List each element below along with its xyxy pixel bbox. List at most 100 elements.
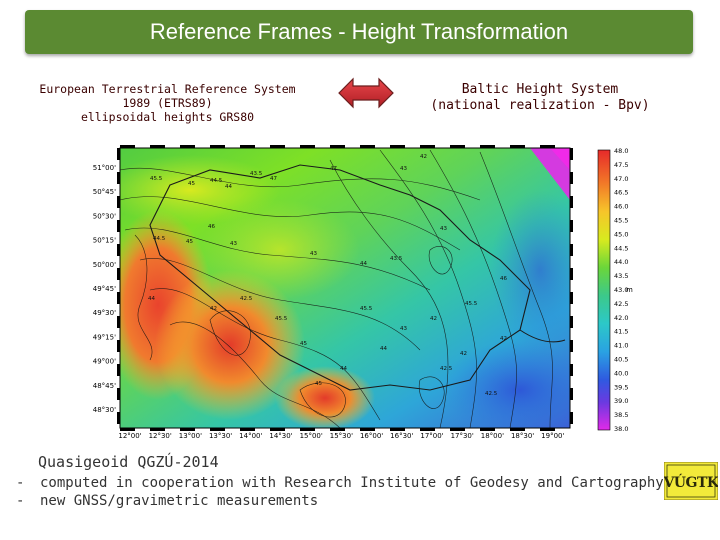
frame-tick <box>117 148 120 160</box>
longitude-label: 12°30' <box>149 432 172 440</box>
contour-label: 44 <box>380 346 387 352</box>
longitude-label: 18°00' <box>481 432 504 440</box>
contour-label: 44.5 <box>210 178 223 184</box>
frame-tick <box>570 364 573 376</box>
frame-tick <box>570 268 573 280</box>
frame-tick <box>570 388 573 400</box>
latitude-label: 50°30' <box>93 212 116 220</box>
contour-label: 43 <box>440 226 447 232</box>
bullet-dash: - <box>16 493 25 509</box>
vugtk-logo: VÚGTK <box>664 462 718 500</box>
contour-label: 44 <box>360 261 367 267</box>
bpv-caption: Baltic Height System (national realizati… <box>420 82 660 114</box>
scale-label: 39.5 <box>614 383 628 391</box>
contour-label: 43 <box>400 326 407 332</box>
contour-label: 47 <box>330 166 337 172</box>
longitude-label: 14°00' <box>239 432 262 440</box>
contour-label: 45.5 <box>360 306 373 312</box>
frame-tick <box>390 145 405 148</box>
slide-title: Reference Frames - Height Transformation <box>149 19 569 44</box>
scale-label: 46.5 <box>614 189 628 197</box>
frame-tick <box>540 428 555 431</box>
frame-tick <box>390 428 405 431</box>
frame-tick <box>210 428 225 431</box>
frame-tick <box>240 428 255 431</box>
latitude-label: 49°15' <box>93 333 116 341</box>
scale-label: 41.0 <box>614 342 628 350</box>
scale-label: 42.5 <box>614 300 628 308</box>
frame-tick <box>450 428 465 431</box>
frame-tick <box>570 316 573 328</box>
latitude-label: 48°30' <box>93 406 116 414</box>
contour-label: 42 <box>210 306 217 312</box>
longitude-label: 13°00' <box>179 432 202 440</box>
latitude-label: 51°00' <box>93 164 116 172</box>
contour-label: 44 <box>225 184 232 190</box>
etrs89-caption-line: European Terrestrial Reference System <box>39 82 296 96</box>
scale-label: 42.0 <box>614 314 628 322</box>
scale-label: 45.0 <box>614 230 628 238</box>
frame-tick <box>570 148 573 160</box>
latitude-label: 49°45' <box>93 285 116 293</box>
longitude-label: 16°30' <box>390 432 413 440</box>
frame-tick <box>570 244 573 256</box>
contour-label: 44 <box>148 296 155 302</box>
frame-tick <box>360 428 375 431</box>
frame-tick <box>570 172 573 184</box>
scale-label: 39.0 <box>614 397 628 405</box>
frame-tick <box>117 388 120 400</box>
frame-tick <box>117 316 120 328</box>
frame-tick <box>117 196 120 208</box>
frame-tick <box>270 428 285 431</box>
bullet-text: computed in cooperation with Research In… <box>40 475 664 491</box>
scale-unit: m <box>626 286 633 294</box>
latitude-label: 49°30' <box>93 309 116 317</box>
frame-tick <box>117 292 120 304</box>
contour-label: 43.5 <box>250 171 263 177</box>
frame-tick <box>210 145 225 148</box>
frame-tick <box>117 340 120 352</box>
longitude-label: 17°30' <box>451 432 474 440</box>
contour-label: 43.5 <box>390 256 403 262</box>
scale-label: 43.5 <box>614 272 628 280</box>
scale-label: 38.5 <box>614 411 628 419</box>
contour-label: 44.5 <box>153 236 166 242</box>
frame-tick <box>150 428 165 431</box>
contour-label: 43 <box>230 241 237 247</box>
frame-tick <box>480 145 495 148</box>
contour-label: 42.5 <box>240 296 253 302</box>
etrs89-caption: European Terrestrial Reference System 19… <box>20 82 315 124</box>
quasigeoid-map: 51°00' 50°45' 50°30' 50°15' 50°00' 49°45' 49°3… <box>93 145 633 440</box>
frame-tick <box>180 145 195 148</box>
scale-label: 44.0 <box>614 258 628 266</box>
frame-tick <box>300 428 315 431</box>
frame-tick <box>420 145 435 148</box>
contour-label: 45.5 <box>150 176 163 182</box>
scale-label: 47.5 <box>614 161 628 169</box>
frame-tick <box>510 145 525 148</box>
scale-label: 47.0 <box>614 175 628 183</box>
contour-label: 43 <box>400 166 407 172</box>
frame-tick <box>150 145 165 148</box>
contour-label: 45 <box>300 341 307 347</box>
scale-label: 46.0 <box>614 203 628 211</box>
frame-tick <box>270 145 285 148</box>
frame-tick <box>117 172 120 184</box>
contour-label: 42.5 <box>485 391 498 397</box>
frame-tick <box>570 196 573 208</box>
longitude-labels: 12°00' 12°30' 13°00' 13°30' 14°00' 14°30' 15°0… <box>118 432 564 440</box>
contour-label: 43 <box>310 251 317 257</box>
contour-label: 44 <box>340 366 347 372</box>
frame-tick <box>117 244 120 256</box>
frame-tick <box>570 220 573 232</box>
quasigeoid-label: Quasigeoid QGZÚ-2014 <box>38 453 219 471</box>
frame-tick <box>420 428 435 431</box>
longitude-label: 17°00' <box>420 432 443 440</box>
bullet-dash: - <box>16 475 25 491</box>
latitude-label: 50°15' <box>93 237 116 245</box>
contour-label: 42.5 <box>440 366 453 372</box>
scale-label: 38.0 <box>614 425 628 433</box>
longitude-label: 15°30' <box>330 432 353 440</box>
frame-tick <box>480 428 495 431</box>
frame-tick <box>570 340 573 352</box>
